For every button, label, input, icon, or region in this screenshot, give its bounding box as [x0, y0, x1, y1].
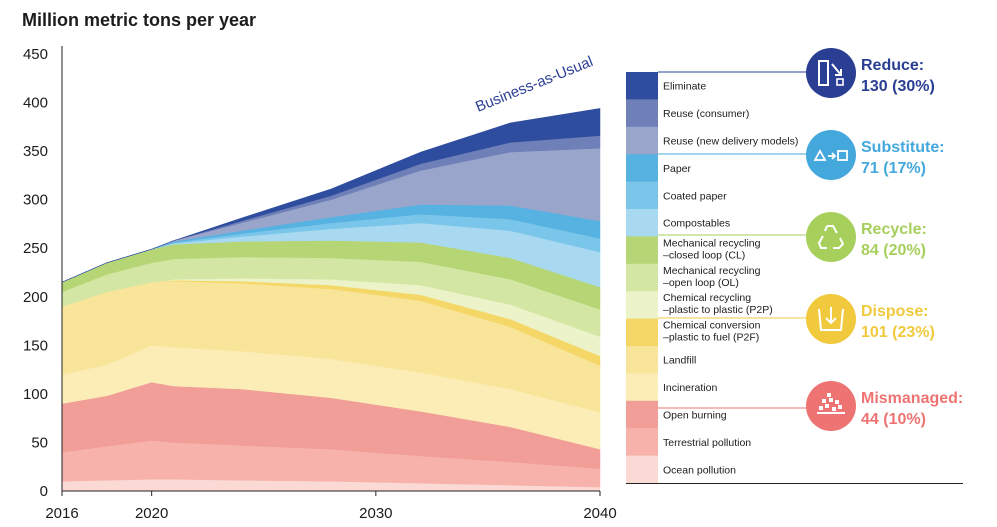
legend-label: Chemical recycling –plastic to plastic (P… — [663, 292, 773, 316]
legend: Eliminate Reuse (consumer) Reuse (new deli… — [626, 72, 963, 484]
y-tick-label: 50 — [31, 434, 48, 451]
area-layer — [61, 108, 601, 492]
legend-swatch — [626, 263, 658, 292]
group-substitute: Substitute: 71 (17%) — [658, 130, 945, 180]
group-recycle: Recycle: 84 (20%) — [658, 212, 927, 262]
business-as-usual-label: Business-as-Usual — [473, 53, 595, 116]
legend-swatch — [626, 346, 658, 374]
group-title: Substitute: — [861, 139, 945, 156]
group-value: 84 (20%) — [861, 242, 926, 259]
group-dispose: Dispose: 101 (23%) — [658, 294, 935, 344]
group-title: Dispose: — [861, 303, 929, 320]
legend-label: Incineration — [663, 382, 717, 394]
legend-label: Chemical conversion –plastic to fuel (P2F… — [663, 320, 761, 344]
y-tick-label: 0 — [40, 483, 48, 500]
legend-swatch — [626, 291, 658, 320]
group-reduce: Reduce: 130 (30%) — [658, 48, 935, 98]
axes: 0 50 100 150 200 250 300 350 400 450 2016 2020 2030 2… — [23, 46, 617, 522]
group-title: Mismanaged: — [861, 390, 963, 407]
legend-swatch — [626, 236, 658, 265]
legend-label: Compostables — [663, 218, 730, 230]
legend-swatch — [626, 99, 658, 128]
legend-swatch — [626, 455, 658, 484]
y-tick-label: 300 — [23, 192, 48, 209]
group-icon-bg — [806, 48, 856, 98]
legend-swatch — [626, 72, 658, 100]
y-tick-label: 450 — [23, 46, 48, 63]
group-value: 71 (17%) — [861, 160, 926, 177]
legend-label: Coated paper — [663, 190, 727, 202]
legend-label: Reuse (new delivery models) — [663, 136, 798, 148]
y-tick-label: 350 — [23, 143, 48, 160]
group-icon-bg — [806, 130, 856, 180]
legend-label: Mechanical recycling –open loop (OL) — [663, 265, 761, 289]
reduce-icon — [818, 60, 844, 86]
x-tick-label: 2030 — [359, 505, 392, 522]
group-value: 44 (10%) — [861, 411, 926, 428]
substitute-icon — [813, 149, 848, 161]
y-tick-label: 200 — [23, 289, 48, 306]
group-mismanaged: Mismanaged: 44 (10%) — [658, 381, 963, 431]
area-eliminate — [61, 108, 601, 283]
legend-label: Paper — [663, 163, 692, 175]
legend-label: Landfill — [663, 355, 696, 367]
legend-swatch — [626, 209, 658, 237]
legend-swatch — [626, 428, 658, 457]
y-tick-label: 150 — [23, 337, 48, 354]
legend-label: Ocean pollution — [663, 464, 736, 476]
legend-swatch — [626, 400, 658, 429]
group-value: 130 (30%) — [861, 78, 935, 95]
x-tick-label: 2020 — [135, 505, 168, 522]
legend-label: Open burning — [663, 410, 727, 422]
group-title: Reduce: — [861, 57, 924, 74]
legend-swatch — [626, 154, 658, 183]
legend-label: Eliminate — [663, 81, 706, 93]
y-tick-label: 400 — [23, 95, 48, 112]
x-tick-label: 2040 — [583, 505, 616, 522]
legend-swatch — [626, 126, 658, 155]
y-tick-label: 250 — [23, 240, 48, 257]
recycle-icon — [817, 225, 845, 249]
legend-label: Terrestrial pollution — [663, 437, 751, 449]
strategy-groups: Reduce: 130 (30%) Substitute: 71 (17%) Recyc… — [658, 48, 963, 431]
legend-swatch — [626, 318, 658, 347]
dispose-icon — [818, 307, 844, 331]
group-title: Recycle: — [861, 221, 927, 238]
legend-label: Mechanical recycling –closed loop (CL) — [663, 237, 761, 261]
mismanaged-icon — [817, 393, 845, 414]
x-tick-label: 2016 — [45, 505, 78, 522]
group-icon-bg — [806, 212, 856, 262]
legend-label: Reuse (consumer) — [663, 108, 749, 120]
chart-title: Million metric tons per year — [22, 10, 257, 30]
y-tick-label: 100 — [23, 386, 48, 403]
group-icon-bg — [806, 381, 856, 431]
group-value: 101 (23%) — [861, 324, 935, 341]
legend-swatch — [626, 181, 658, 210]
legend-swatch — [626, 373, 658, 402]
